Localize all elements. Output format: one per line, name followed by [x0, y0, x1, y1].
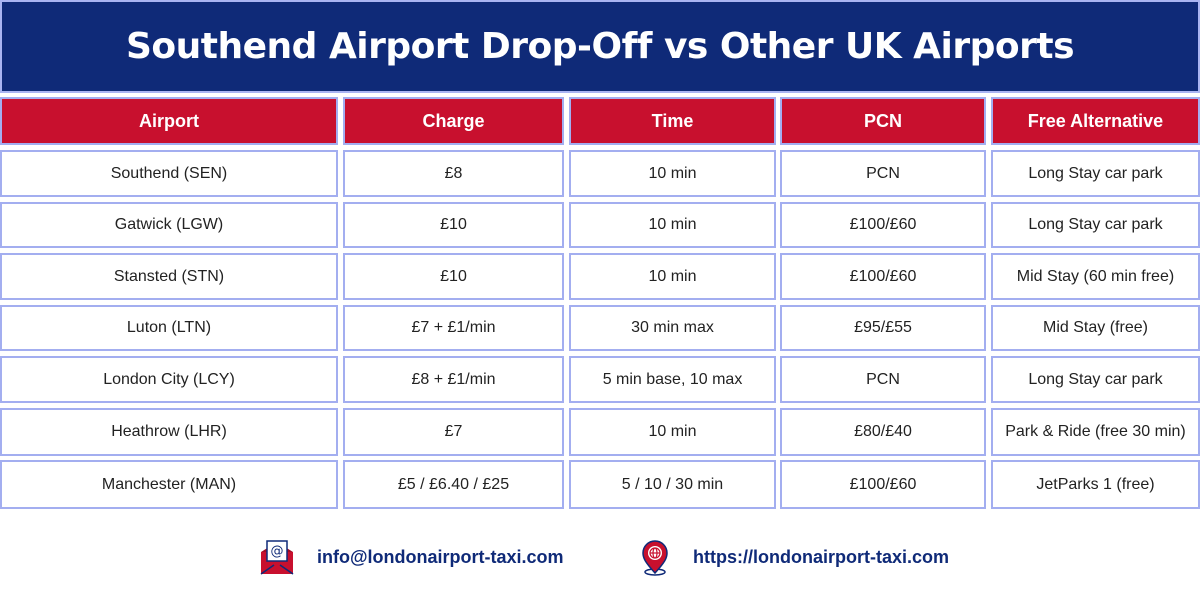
table-cell: Stansted (STN) [0, 253, 338, 300]
table-cell: Mid Stay (free) [991, 305, 1200, 351]
column-header: PCN [780, 97, 986, 145]
table-cell: £95/£55 [780, 305, 986, 351]
table-cell: £100/£60 [780, 460, 986, 509]
table-cell: Mid Stay (60 min free) [991, 253, 1200, 300]
table-cell: 10 min [569, 253, 776, 300]
table-cell: Park & Ride (free 30 min) [991, 408, 1200, 456]
email[interactable]: info@londonairport-taxi.com [317, 547, 564, 567]
table-cell: Heathrow (LHR) [0, 408, 338, 456]
table-cell: London City (LCY) [0, 356, 338, 403]
table-cell: £80/£40 [780, 408, 986, 456]
table-cell: PCN [780, 150, 986, 197]
email-icon: @ [260, 540, 294, 575]
table-cell: 10 min [569, 408, 776, 456]
column-header: Airport [0, 97, 338, 145]
table-cell: Luton (LTN) [0, 305, 338, 351]
title: Southend Airport Drop-Off vs Other UK Ai… [125, 26, 1075, 67]
table-cell: Gatwick (LGW) [0, 202, 338, 248]
column-header: Time [569, 97, 776, 145]
table-cell: 10 min [569, 150, 776, 197]
table-cell: £8 [343, 150, 564, 197]
table-cell: Long Stay car park [991, 356, 1200, 403]
table-cell: £8 + £1/min [343, 356, 564, 403]
table-cell: 30 min max [569, 305, 776, 351]
table-cell: 5 / 10 / 30 min [569, 460, 776, 509]
table-cell: £100/£60 [780, 253, 986, 300]
website[interactable]: https://londonairport-taxi.com [693, 547, 949, 567]
table-cell: £7 + £1/min [343, 305, 564, 351]
table-cell: Southend (SEN) [0, 150, 338, 197]
table-cell: Long Stay car park [991, 150, 1200, 197]
website-icon [642, 540, 668, 576]
table-cell: Manchester (MAN) [0, 460, 338, 509]
column-header: Free Alternative [991, 97, 1200, 145]
table-cell: £10 [343, 253, 564, 300]
table-cell: £7 [343, 408, 564, 456]
column-header: Charge [343, 97, 564, 145]
table-cell: £10 [343, 202, 564, 248]
table-cell: PCN [780, 356, 986, 403]
table-cell: Long Stay car park [991, 202, 1200, 248]
table-cell: £100/£60 [780, 202, 986, 248]
table-cell: 10 min [569, 202, 776, 248]
table-cell: JetParks 1 (free) [991, 460, 1200, 509]
table-cell: £5 / £6.40 / £25 [343, 460, 564, 509]
svg-text:@: @ [271, 544, 284, 559]
table-cell: 5 min base, 10 max [569, 356, 776, 403]
title-banner: Southend Airport Drop-Off vs Other UK Ai… [0, 0, 1200, 93]
